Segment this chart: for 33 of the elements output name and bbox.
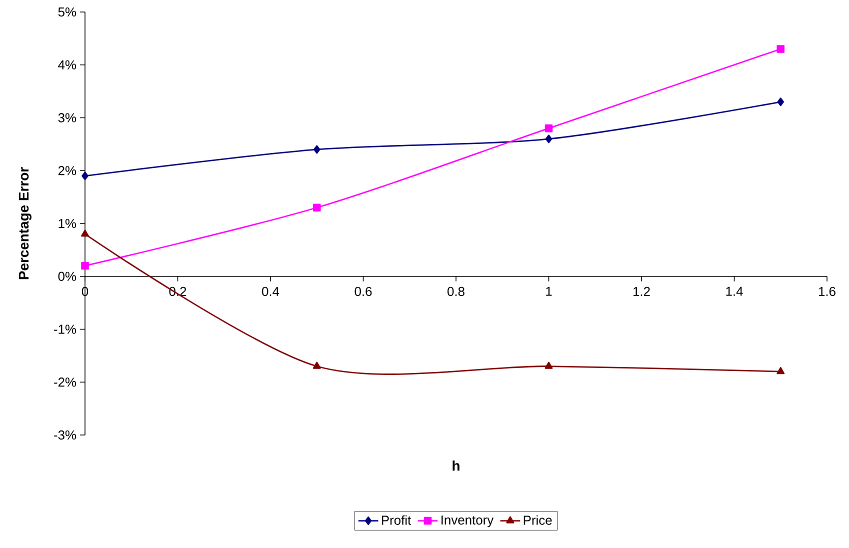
legend-label: Inventory <box>442 516 494 528</box>
x-tick-label: 0.8 <box>448 286 464 296</box>
x-tick-label: 1.4 <box>726 286 743 296</box>
point <box>544 124 553 132</box>
x-tick-label: 0.6 <box>354 286 372 296</box>
point <box>545 134 552 144</box>
point <box>312 204 321 212</box>
y-tick-label: -3% <box>54 430 76 440</box>
y-tick-label: 0% <box>58 272 76 281</box>
x-tick-label: 0.4 <box>262 286 280 296</box>
y-tick-label: 2% <box>58 166 76 176</box>
y-tick-label: 5% <box>58 7 76 17</box>
point <box>544 362 553 369</box>
y-tick-label: 3% <box>58 113 76 122</box>
point <box>82 172 88 180</box>
x-axis-title: h <box>452 460 460 471</box>
y-tick-label: 4% <box>58 60 76 70</box>
legend-label: Price <box>524 515 552 525</box>
legend-label: Profit <box>382 515 412 525</box>
x-tick-label: 1.6 <box>818 286 836 296</box>
point <box>81 230 89 237</box>
point <box>312 362 321 369</box>
point <box>776 367 785 374</box>
point <box>777 98 784 106</box>
point <box>776 45 785 53</box>
y-tick-label: -2% <box>54 378 76 387</box>
x-tick-label: 1 <box>546 286 552 296</box>
y-tick-label: -1% <box>54 324 76 334</box>
y-tick-label: 1% <box>58 218 76 228</box>
x-tick-label: 1.2 <box>633 286 650 296</box>
point <box>313 145 320 154</box>
point <box>81 262 89 270</box>
y-axis-title: Percentage Error <box>18 167 32 280</box>
